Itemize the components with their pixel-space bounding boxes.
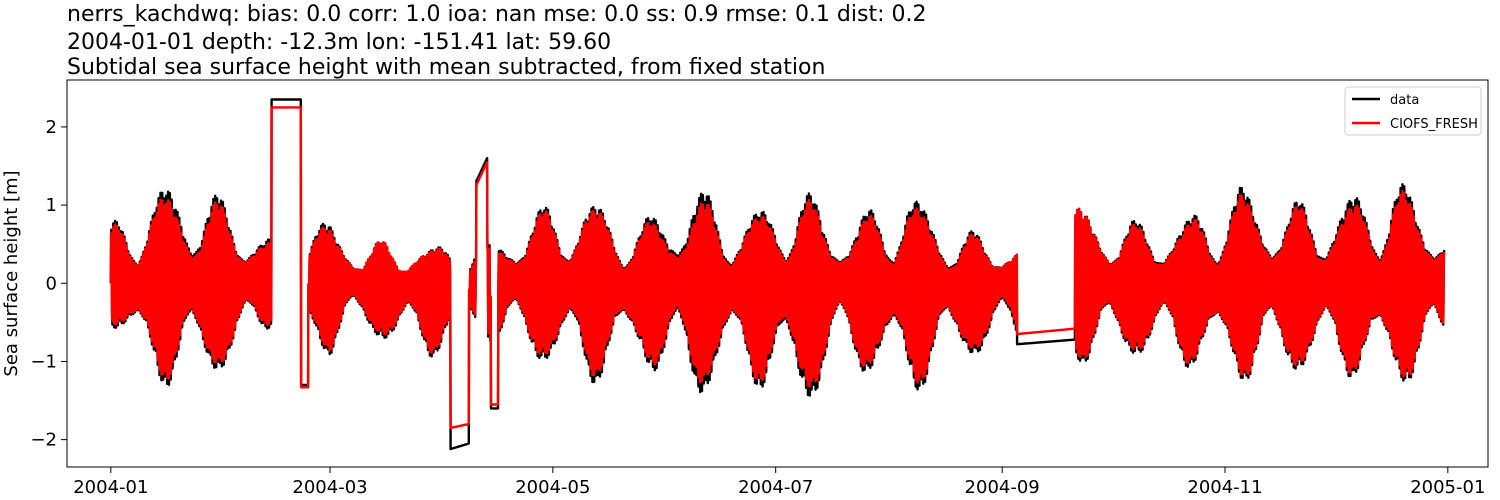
x-tick-label: 2004-07 — [738, 477, 813, 498]
x-tick-label: 2004-01 — [73, 477, 148, 498]
chart-title-description: Subtidal sea surface height with mean su… — [67, 55, 826, 80]
y-axis-label: Sea surface height [m] — [1, 170, 22, 376]
y-tick-label: 2 — [46, 117, 57, 138]
series-line-model — [109, 106, 1446, 430]
legend-entry: CIOFS_FRESH — [1390, 117, 1478, 132]
x-tick-label: 2004-09 — [965, 477, 1040, 498]
x-tick-label: 2004-11 — [1187, 477, 1262, 498]
x-tick-label: 2005-01 — [1410, 477, 1485, 498]
legend: data CIOFS_FRESH — [1344, 86, 1482, 136]
x-tick-label: 2004-03 — [292, 477, 367, 498]
y-tick-label: −1 — [30, 351, 57, 372]
x-axis: 2004-01 2004-03 2004-05 2004-07 2004-09 2004-… — [73, 467, 1485, 498]
y-tick-label: −2 — [30, 430, 57, 451]
y-axis: −2 −1 0 1 2 — [30, 117, 67, 451]
y-tick-label: 0 — [46, 273, 57, 294]
axes-frame — [66, 79, 1489, 468]
chart-title-stats: nerrs_kachdwq: bias: 0.0 corr: 1.0 ioa: … — [67, 2, 927, 27]
legend-entry: data — [1390, 93, 1419, 108]
series-layer — [109, 98, 1446, 451]
y-tick-label: 1 — [46, 195, 57, 216]
x-tick-label: 2004-05 — [515, 477, 590, 498]
chart-title-station: 2004-01-01 depth: -12.3m lon: -151.41 la… — [67, 30, 612, 55]
